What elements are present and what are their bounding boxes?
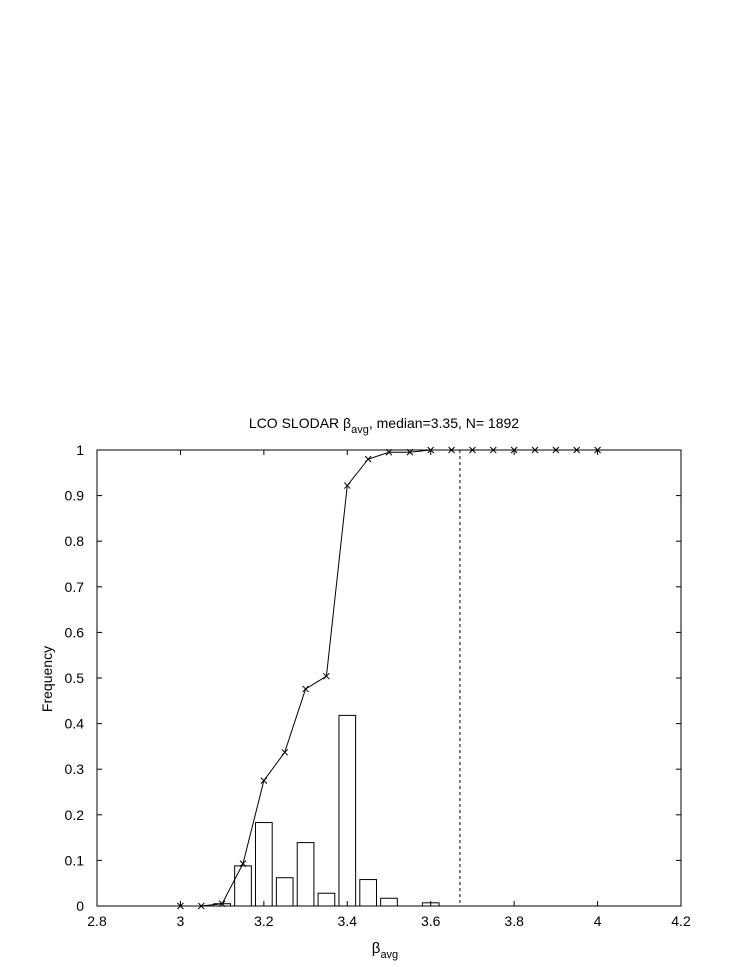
- histogram-bar: [380, 897, 398, 907]
- y-tick-label: 0.9: [65, 488, 85, 504]
- y-tick-label: 0.3: [65, 761, 85, 777]
- cumulative-point-marker: [489, 446, 497, 454]
- y-tick-label: 0.6: [65, 624, 85, 640]
- marker-stroke: [469, 446, 476, 454]
- x-tick-label: 3.2: [254, 913, 274, 929]
- marker-stroke: [260, 777, 268, 784]
- plot-area: 2.8 3 3.2 3.4 3.6 3.8 4 4.2 0 0.1 0.2 0.3 0.4 0.5 0.6…: [65, 442, 691, 929]
- histogram-bar: [255, 822, 273, 907]
- x-tick-label: 3.6: [421, 913, 441, 929]
- marker-stroke: [448, 446, 455, 454]
- y-tick-label: 1: [76, 442, 84, 458]
- marker-stroke: [489, 446, 497, 454]
- y-tick-label: 0.4: [65, 716, 85, 732]
- marker-stroke: [343, 482, 351, 489]
- cumulative-line-group: [177, 446, 601, 910]
- marker-stroke: [197, 902, 205, 910]
- x-tick-label: 3.4: [338, 913, 358, 929]
- y-tick-label: 0.5: [65, 670, 85, 686]
- y-axis-ticks: 0 0.1 0.2 0.3 0.4 0.5 0.6 0.7 0.8 0.9 1: [65, 442, 681, 914]
- axes-box: [96, 449, 682, 907]
- cumulative-point-marker: [218, 900, 226, 908]
- chart-title-prefix: LCO SLODAR β: [249, 415, 351, 431]
- x-tick-label: 4: [594, 913, 602, 929]
- marker-stroke: [552, 446, 560, 454]
- marker-stroke: [385, 448, 393, 456]
- cumulative-point-marker: [406, 448, 414, 456]
- marker-stroke: [218, 900, 226, 908]
- y-tick-label: 0.1: [65, 852, 85, 868]
- marker-stroke: [406, 448, 414, 456]
- cumulative-point-marker: [281, 748, 289, 756]
- histogram-bar: [234, 865, 252, 907]
- cumulative-point-marker: [364, 455, 372, 463]
- cumulative-point-marker: [239, 860, 247, 867]
- cumulative-point-marker: [343, 482, 351, 489]
- x-axis-label-main: β: [372, 940, 381, 957]
- cumulative-point-marker: [260, 777, 268, 784]
- x-tick-label: 3.8: [504, 913, 524, 929]
- marker-stroke: [364, 455, 372, 463]
- histogram-bars: [213, 714, 440, 907]
- y-tick-label: 0: [76, 898, 84, 914]
- cumulative-point-marker: [552, 446, 560, 454]
- chart-title: LCO SLODAR βavg, median=3.35, N= 1892: [249, 415, 519, 436]
- x-tick-label: 2.8: [87, 913, 107, 929]
- histogram-bar: [296, 842, 315, 907]
- x-axis-label: βavg: [372, 940, 398, 961]
- marker-stroke: [573, 446, 581, 454]
- cumulative-point-marker: [197, 902, 205, 910]
- y-tick-label: 0.8: [65, 533, 85, 549]
- chart-title-subscript: avg: [351, 424, 369, 436]
- cumulative-point-marker: [302, 685, 309, 693]
- cumulative-point-marker: [385, 448, 393, 456]
- marker-stroke: [323, 672, 330, 680]
- cumulative-point-marker: [531, 446, 539, 454]
- cumulative-point-marker: [323, 672, 330, 680]
- cumulative-point-marker: [573, 446, 581, 454]
- cumulative-point-marker: [469, 446, 476, 454]
- histogram-bar: [359, 879, 377, 907]
- x-axis-ticks: 2.8 3 3.2 3.4 3.6 3.8 4 4.2: [87, 450, 691, 929]
- marker-stroke: [302, 685, 309, 693]
- cumulative-point-marker: [448, 446, 455, 454]
- x-tick-label: 4.2: [671, 913, 691, 929]
- histogram-bar: [275, 877, 294, 907]
- histogram-bar: [338, 714, 357, 907]
- y-tick-label: 0.2: [65, 807, 85, 823]
- x-tick-label: 3: [177, 913, 185, 929]
- histogram-bar: [317, 892, 336, 907]
- marker-stroke: [281, 748, 289, 756]
- y-axis-label: Frequency: [39, 646, 55, 712]
- marker-stroke: [239, 860, 247, 867]
- y-tick-label: 0.7: [65, 579, 85, 595]
- marker-stroke: [531, 446, 539, 454]
- chart-title-suffix: , median=3.35, N= 1892: [369, 415, 519, 431]
- x-axis-label-subscript: avg: [380, 949, 398, 961]
